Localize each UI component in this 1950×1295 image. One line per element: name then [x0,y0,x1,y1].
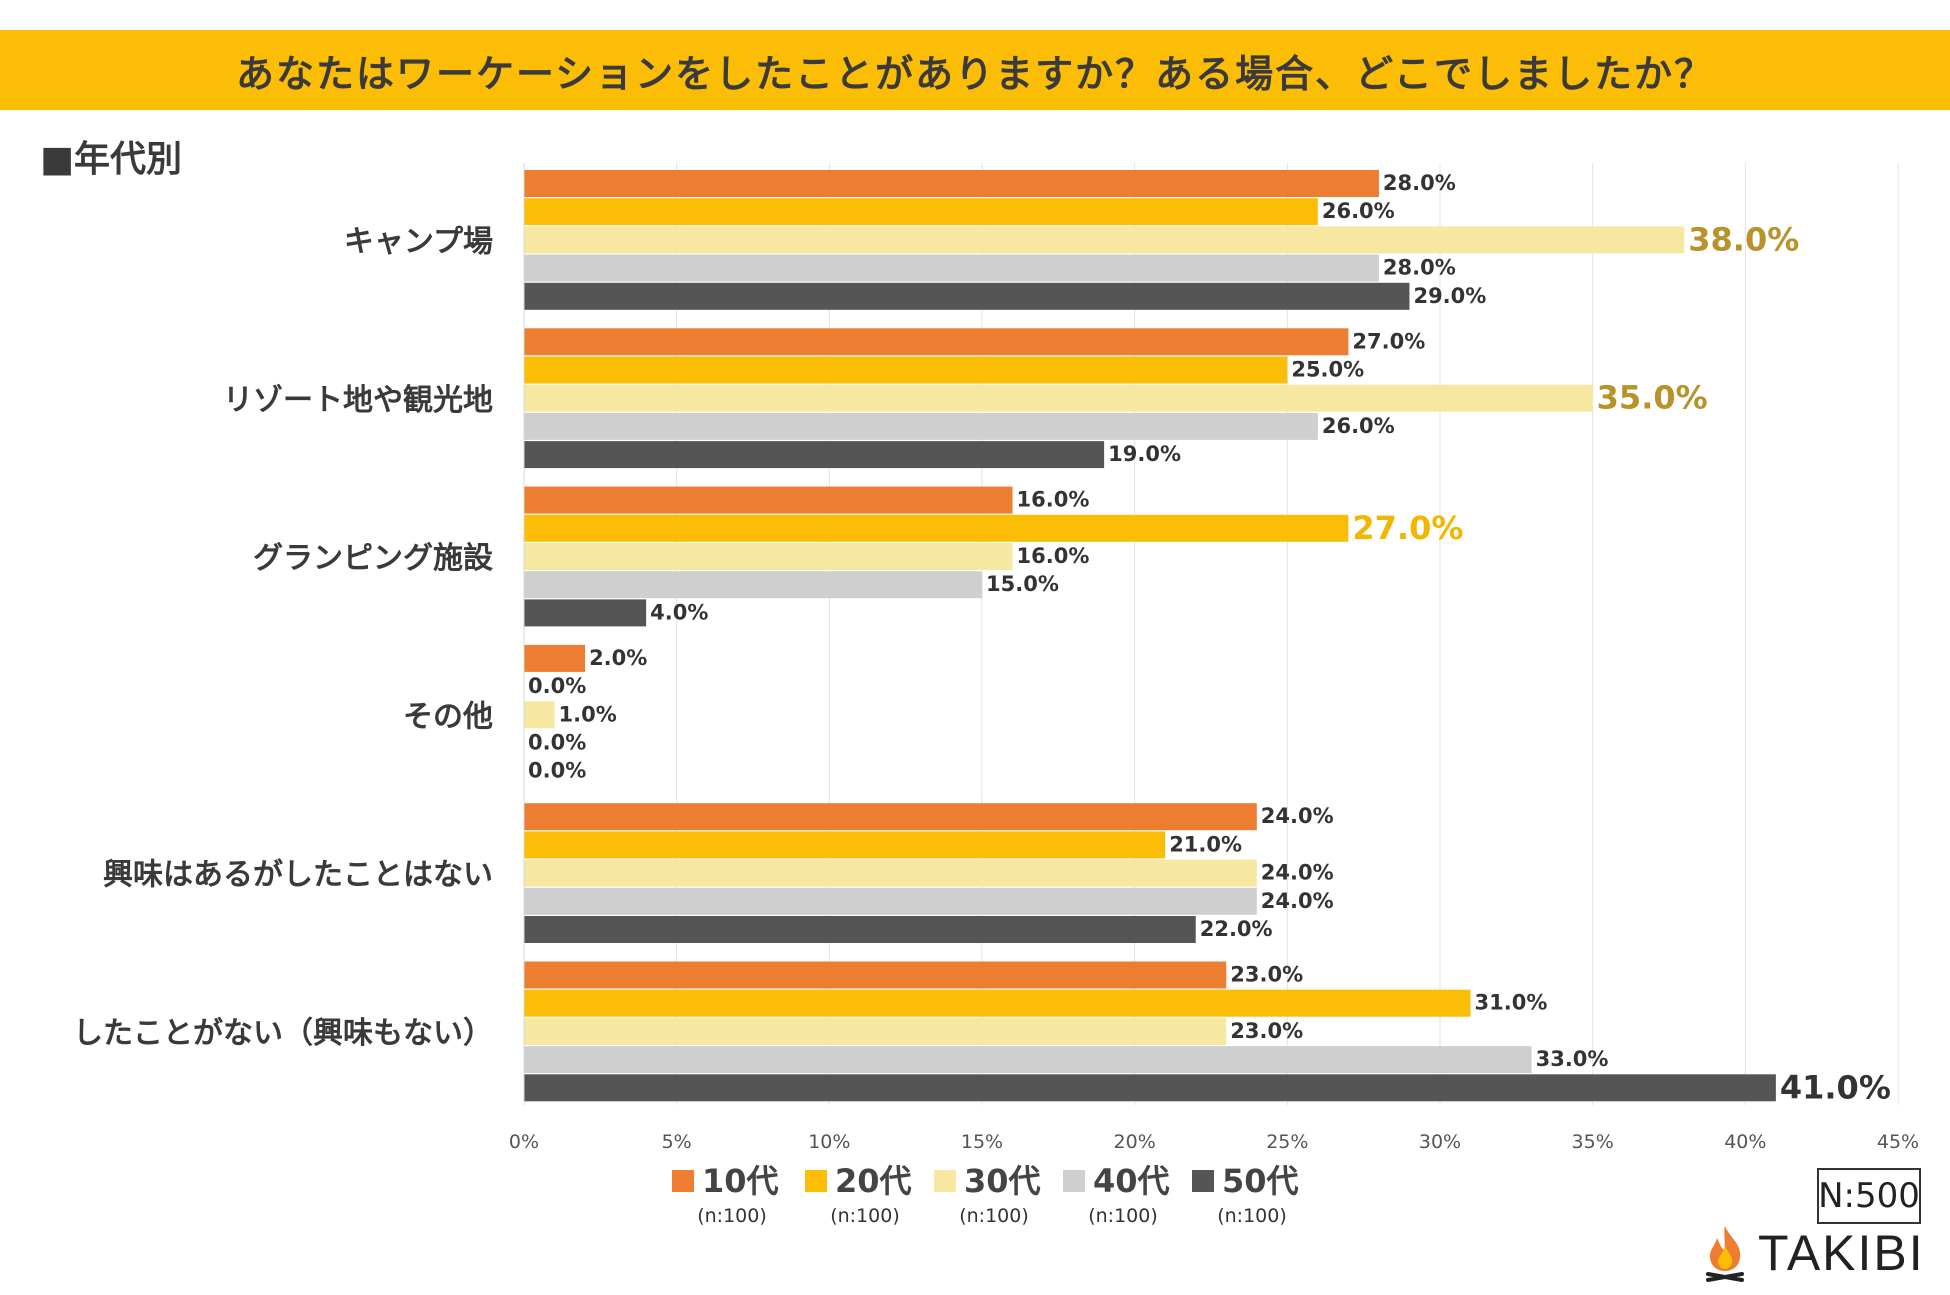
data-label: 16.0% [1017,544,1090,568]
x-tick-label: 5% [662,1131,692,1153]
data-label: 1.0% [559,702,617,726]
brand-name: TAKIBI [1758,1225,1925,1281]
data-label: 26.0% [1322,199,1395,223]
data-label: 0.0% [528,674,586,698]
bar [524,226,1685,254]
data-label: 0.0% [528,731,586,755]
bar [524,384,1593,412]
data-label: 0.0% [528,759,586,783]
data-label: 28.0% [1383,256,1456,280]
data-label: 2.0% [589,646,647,670]
data-label: 26.0% [1322,414,1395,438]
legend-sample-size: (n:100) [959,1205,1029,1227]
data-label: 4.0% [650,600,708,624]
bar [524,1046,1532,1074]
data-label: 19.0% [1108,442,1181,466]
bar [524,887,1257,915]
legend-label: 30代 [964,1162,1041,1200]
legend-label: 50代 [1222,1162,1299,1200]
x-tick-label: 30% [1419,1131,1461,1153]
category-label: 興味はあるがしたことはない [103,858,493,893]
legend-sample-size: (n:100) [1088,1205,1158,1227]
legend-sample-size: (n:100) [1217,1205,1287,1227]
bar [524,254,1379,282]
data-label: 31.0% [1475,991,1548,1015]
x-tick-label: 45% [1877,1131,1919,1153]
category-label: その他 [403,699,493,734]
bar [524,989,1471,1017]
x-tick-label: 25% [1266,1131,1308,1153]
data-label: 15.0% [986,572,1059,596]
bar [524,571,982,599]
bar [524,859,1257,887]
sample-size-badge: N:500 [1817,1168,1921,1224]
bar [524,441,1105,469]
category-label: グランピング施設 [253,541,493,576]
legend-swatch [1192,1170,1214,1192]
bar [524,356,1288,384]
data-label: 16.0% [1017,488,1090,512]
bar [524,644,586,672]
data-label: 33.0% [1536,1047,1609,1071]
category-label: キャンプ場 [344,225,493,260]
legend-swatch [934,1170,956,1192]
legend-sample-size: (n:100) [830,1205,900,1227]
bar [524,961,1227,989]
campfire-icon [1706,1226,1744,1282]
x-tick-label: 0% [509,1131,539,1153]
bar [524,916,1196,943]
data-label: 23.0% [1230,1019,1303,1043]
data-label: 22.0% [1200,917,1273,941]
subtitle: ■年代別 [40,139,183,180]
data-label: 25.0% [1291,358,1364,382]
data-label: 29.0% [1413,284,1486,308]
x-tick-label: 15% [961,1131,1003,1153]
legend-label: 20代 [835,1162,912,1200]
data-label: 24.0% [1261,804,1334,828]
data-label: 23.0% [1230,963,1303,987]
x-tick-label: 40% [1724,1131,1766,1153]
bar [524,543,1013,570]
chart-title: あなたはワーケーションをしたことがありますか？ある場合、どこでしましたか？ [235,51,1715,96]
data-label: 24.0% [1261,861,1334,885]
legend-swatch [672,1170,694,1192]
bar [524,599,647,627]
data-label: 35.0% [1597,379,1708,417]
data-label: 21.0% [1169,832,1242,856]
brand-logo: TAKIBI [1702,1222,1925,1284]
data-label: 27.0% [1352,329,1425,353]
bar [524,282,1410,310]
x-tick-label: 20% [1114,1131,1156,1153]
x-tick-label: 10% [808,1131,850,1153]
category-label: リゾート地や観光地 [223,383,493,418]
bar [524,701,555,729]
legend-sample-size: (n:100) [697,1205,767,1227]
bar [524,412,1318,440]
legend-swatch [805,1170,827,1192]
bar [524,198,1318,226]
title-bar: あなたはワーケーションをしたことがありますか？ある場合、どこでしましたか？ [0,30,1950,110]
data-label: 24.0% [1261,889,1334,913]
bar [524,486,1013,514]
bar [524,1017,1227,1045]
bar [524,328,1349,356]
bar [524,803,1257,831]
legend-label: 40代 [1093,1162,1170,1200]
x-tick-label: 35% [1572,1131,1614,1153]
data-label: 27.0% [1352,509,1463,547]
data-label: 41.0% [1780,1068,1891,1106]
legend-swatch [1063,1170,1085,1192]
bar [524,170,1379,197]
category-label: したことがない（興味もない） [73,1016,493,1051]
bar [524,514,1349,542]
data-label: 28.0% [1383,171,1456,195]
legend-label: 10代 [702,1162,779,1200]
data-label: 38.0% [1688,220,1799,258]
bar [524,831,1166,859]
bar [524,1074,1776,1102]
